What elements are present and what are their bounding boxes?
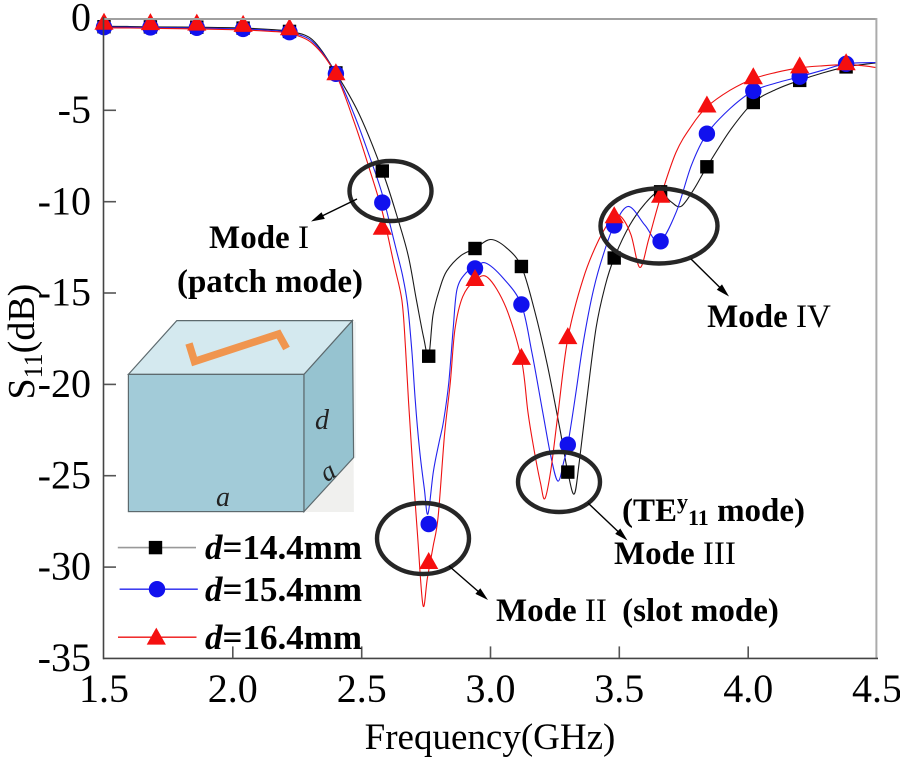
svg-text:-15: -15 <box>38 270 91 315</box>
svg-text:2.0: 2.0 <box>208 666 258 711</box>
svg-text:-30: -30 <box>38 544 91 589</box>
svg-text:a: a <box>216 482 230 513</box>
svg-text:-35: -35 <box>38 635 91 680</box>
svg-text:-5: -5 <box>58 87 91 132</box>
svg-text:S11(dB): S11(dB) <box>1 284 48 400</box>
svg-text:d=14.4mm: d=14.4mm <box>205 528 362 567</box>
svg-text:(patch mode): (patch mode) <box>177 264 363 300</box>
svg-text:Mode III: Mode III <box>614 536 736 572</box>
svg-text:1.5: 1.5 <box>79 666 129 711</box>
svg-text:d=15.4mm: d=15.4mm <box>205 570 362 609</box>
svg-text:3.0: 3.0 <box>466 666 516 711</box>
svg-text:2.5: 2.5 <box>337 666 387 711</box>
svg-text:Frequency(GHz): Frequency(GHz) <box>365 717 616 758</box>
svg-text:d=16.4mm: d=16.4mm <box>205 618 362 657</box>
svg-text:-20: -20 <box>38 361 91 406</box>
svg-text:3.5: 3.5 <box>594 666 644 711</box>
svg-text:-10: -10 <box>38 178 91 223</box>
svg-text:4.0: 4.0 <box>723 666 773 711</box>
svg-text:-25: -25 <box>38 452 91 497</box>
svg-text:d: d <box>315 405 330 436</box>
svg-text:Mode I: Mode I <box>209 220 309 256</box>
svg-text:Mode II (slot mode): Mode II (slot mode) <box>496 593 779 629</box>
svg-text:4.5: 4.5 <box>852 666 900 711</box>
svg-text:Mode IV: Mode IV <box>707 299 831 335</box>
svg-text:0: 0 <box>71 0 91 40</box>
svg-text:(TEy11 mode): (TEy11 mode) <box>622 489 805 530</box>
